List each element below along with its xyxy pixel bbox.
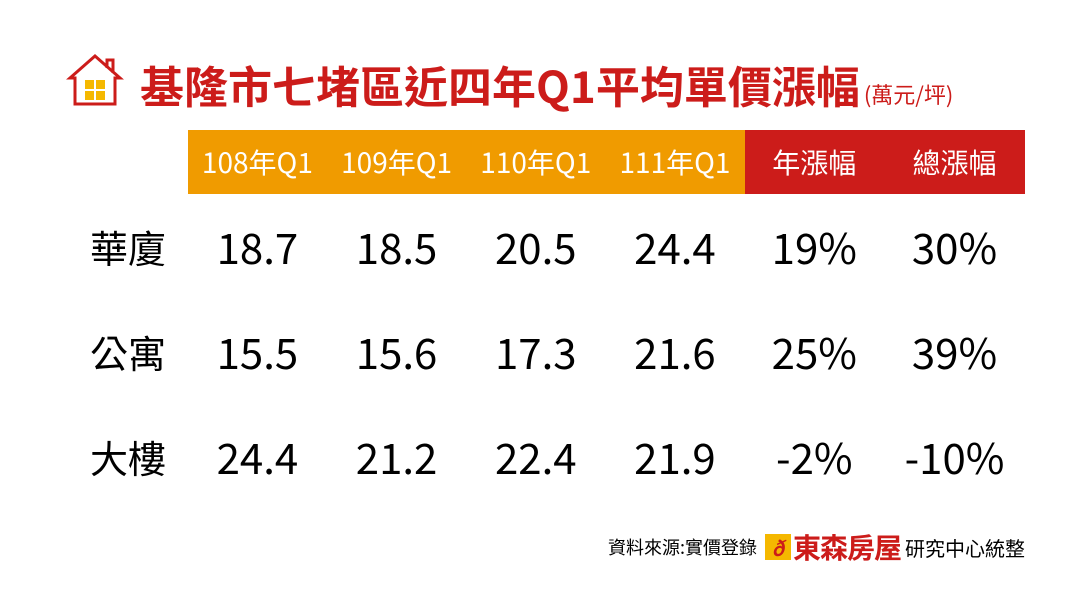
footer-logo: ð 東森房屋 研究中心統整 <box>765 527 1025 567</box>
row-label: 華廈 <box>90 194 188 299</box>
footer-source: 資料來源:實價登錄 <box>608 534 757 560</box>
cell: 30% <box>884 194 1025 299</box>
cell: 39% <box>884 299 1025 404</box>
footer-brand: 東森房屋 <box>793 527 901 567</box>
table-row: 大樓 24.4 21.2 22.4 21.9 -2% -10% <box>90 404 1025 509</box>
cell: 18.7 <box>188 194 327 299</box>
header-111q1: 111年Q1 <box>605 130 744 194</box>
cell: -10% <box>884 404 1025 509</box>
cell: 20.5 <box>466 194 605 299</box>
cell: 15.6 <box>327 299 466 404</box>
cell: 15.5 <box>188 299 327 404</box>
cell: 24.4 <box>605 194 744 299</box>
footer: 資料來源:實價登錄 ð 東森房屋 研究中心統整 <box>608 527 1025 567</box>
table-row: 公寓 15.5 15.6 17.3 21.6 25% 39% <box>90 299 1025 404</box>
title-unit: (萬元/坪) <box>864 78 954 110</box>
title-row: 基隆市七堵區近四年Q1平均單價漲幅 (萬元/坪) <box>65 50 1025 110</box>
footer-dept: 研究中心統整 <box>905 533 1025 562</box>
logo-mark-icon: ð <box>765 534 791 560</box>
cell: 21.6 <box>605 299 744 404</box>
cell: 17.3 <box>466 299 605 404</box>
row-label: 公寓 <box>90 299 188 404</box>
header-108q1: 108年Q1 <box>188 130 327 194</box>
cell: 21.2 <box>327 404 466 509</box>
cell: 25% <box>745 299 885 404</box>
header-110q1: 110年Q1 <box>466 130 605 194</box>
cell: -2% <box>745 404 885 509</box>
header-109q1: 109年Q1 <box>327 130 466 194</box>
cell: 21.9 <box>605 404 744 509</box>
table-row: 華廈 18.7 18.5 20.5 24.4 19% 30% <box>90 194 1025 299</box>
row-label: 大樓 <box>90 404 188 509</box>
price-table: 108年Q1 109年Q1 110年Q1 111年Q1 年漲幅 總漲幅 華廈 1… <box>90 130 1025 509</box>
cell: 24.4 <box>188 404 327 509</box>
header-annual: 年漲幅 <box>745 130 885 194</box>
title-main: 基隆市七堵區近四年Q1平均單價漲幅 <box>140 62 860 106</box>
house-icon <box>65 50 125 110</box>
header-empty <box>90 130 188 194</box>
cell: 19% <box>745 194 885 299</box>
header-total: 總漲幅 <box>884 130 1025 194</box>
cell: 18.5 <box>327 194 466 299</box>
cell: 22.4 <box>466 404 605 509</box>
table-header-row: 108年Q1 109年Q1 110年Q1 111年Q1 年漲幅 總漲幅 <box>90 130 1025 194</box>
